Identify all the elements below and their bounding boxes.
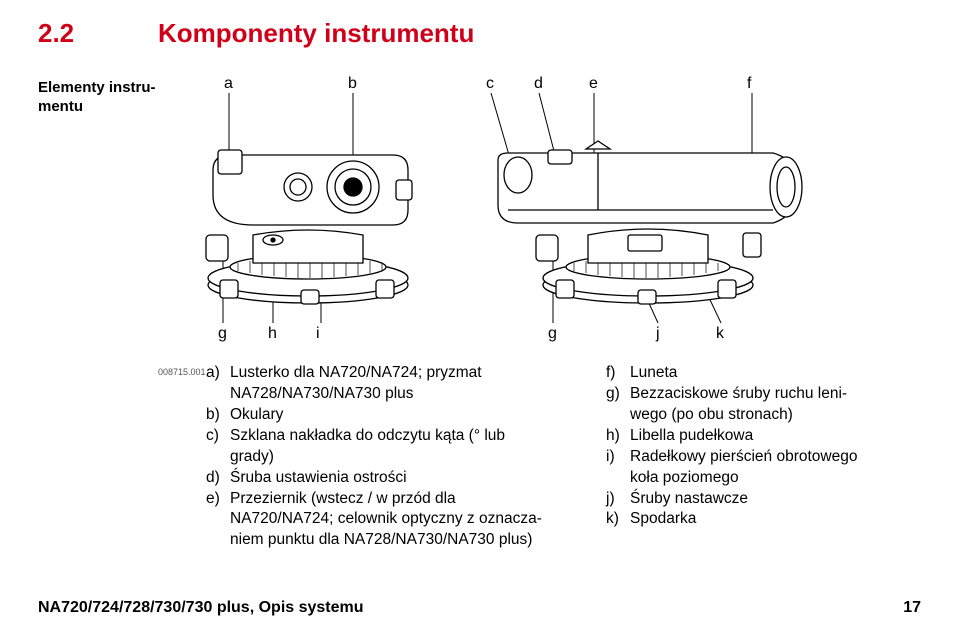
list-item: grady): [206, 447, 596, 468]
instrument-svg: [158, 75, 878, 345]
list-item: g)Bezzaciskowe śruby ruchu leni-: [606, 384, 906, 405]
list-item: e)Przeziernik (wstecz / w przód dla: [206, 489, 596, 510]
list-item-key: g): [606, 384, 630, 405]
list-item-key: f): [606, 363, 630, 384]
list-item-text: Przeziernik (wstecz / w przód dla: [230, 489, 456, 510]
list-item-text: grady): [230, 447, 274, 468]
list-item: NA720/NA724; celownik optyczny z oznacza…: [206, 509, 596, 530]
list-item-key: k): [606, 509, 630, 530]
list-item-text: niem punktu dla NA728/NA730/NA730 plus): [230, 530, 532, 551]
footer-page: 17: [903, 599, 921, 617]
list-item-key: [206, 447, 230, 468]
list-item-text: Bezzaciskowe śruby ruchu leni-: [630, 384, 847, 405]
diagram-label-k: k: [716, 325, 724, 343]
list-item-key: i): [606, 447, 630, 468]
diagram-label-c: c: [486, 75, 494, 93]
diagram-label-h: h: [268, 325, 277, 343]
left-label-line2: mentu: [38, 98, 158, 117]
list-item-key: h): [606, 426, 630, 447]
list-item-text: Libella pudełkowa: [630, 426, 753, 447]
list-item: d)Śruba ustawienia ostrości: [206, 468, 596, 489]
list-item-text: Śruby nastawcze: [630, 489, 748, 510]
list-item: koła poziomego: [606, 468, 906, 489]
list-item: j)Śruby nastawcze: [606, 489, 906, 510]
list-item-text: Śruba ustawienia ostrości: [230, 468, 407, 489]
diagram-label-g2: g: [548, 325, 557, 343]
list-item-text: Szklana nakładka do odczytu kąta (° lub: [230, 426, 505, 447]
diagram-label-b: b: [348, 75, 357, 93]
list-item-text: koła poziomego: [630, 468, 739, 489]
list-item-text: Okulary: [230, 405, 283, 426]
list-item-key: [606, 405, 630, 426]
list-right: f)Lunetag)Bezzaciskowe śruby ruchu leni-…: [606, 363, 906, 551]
list-item-text: Luneta: [630, 363, 677, 384]
list-item-key: [206, 530, 230, 551]
list-item-text: NA720/NA724; celownik optyczny z oznacza…: [230, 509, 542, 530]
list-item-key: d): [206, 468, 230, 489]
list-item: b)Okulary: [206, 405, 596, 426]
list-item: c)Szklana nakładka do odczytu kąta (° lu…: [206, 426, 596, 447]
list-item: f)Luneta: [606, 363, 906, 384]
list-item: niem punktu dla NA728/NA730/NA730 plus): [206, 530, 596, 551]
diagram-id: 008715.001: [158, 363, 206, 551]
diagram-label-f: f: [747, 75, 751, 93]
list-item-text: Radełkowy pierścień obrotowego: [630, 447, 857, 468]
left-label: Elementy instru- mentu: [38, 75, 158, 551]
list-item: i)Radełkowy pierścień obrotowego: [606, 447, 906, 468]
list-item: a)Lusterko dla NA720/NA724; pryzmat: [206, 363, 596, 384]
list-item: wego (po obu stronach): [606, 405, 906, 426]
diagram-label-e: e: [589, 75, 598, 93]
list-item-text: Lusterko dla NA720/NA724; pryzmat: [230, 363, 482, 384]
list-item-text: wego (po obu stronach): [630, 405, 793, 426]
list-item-key: b): [206, 405, 230, 426]
section-number: 2.2: [38, 18, 158, 49]
list-item-key: [206, 509, 230, 530]
left-label-line1: Elementy instru-: [38, 79, 158, 98]
section-title: Komponenty instrumentu: [158, 18, 474, 49]
instrument-diagram: a b c d e f g h i g j k: [158, 75, 878, 345]
diagram-label-d: d: [534, 75, 543, 93]
diagram-label-j: j: [656, 325, 660, 343]
list-item: NA728/NA730/NA730 plus: [206, 384, 596, 405]
diagram-label-i: i: [316, 325, 320, 343]
list-left: a)Lusterko dla NA720/NA724; pryzmatNA728…: [206, 363, 606, 551]
list-item-text: NA728/NA730/NA730 plus: [230, 384, 414, 405]
list-item-key: [606, 468, 630, 489]
list-item-key: j): [606, 489, 630, 510]
list-item-key: c): [206, 426, 230, 447]
list-item-key: [206, 384, 230, 405]
diagram-label-g1: g: [218, 325, 227, 343]
list-item-text: Spodarka: [630, 509, 696, 530]
list-item: k)Spodarka: [606, 509, 906, 530]
list-item-key: e): [206, 489, 230, 510]
footer-left: NA720/724/728/730/730 plus, Opis systemu: [38, 599, 364, 617]
list-item: h)Libella pudełkowa: [606, 426, 906, 447]
diagram-label-a: a: [224, 75, 233, 93]
list-item-key: a): [206, 363, 230, 384]
